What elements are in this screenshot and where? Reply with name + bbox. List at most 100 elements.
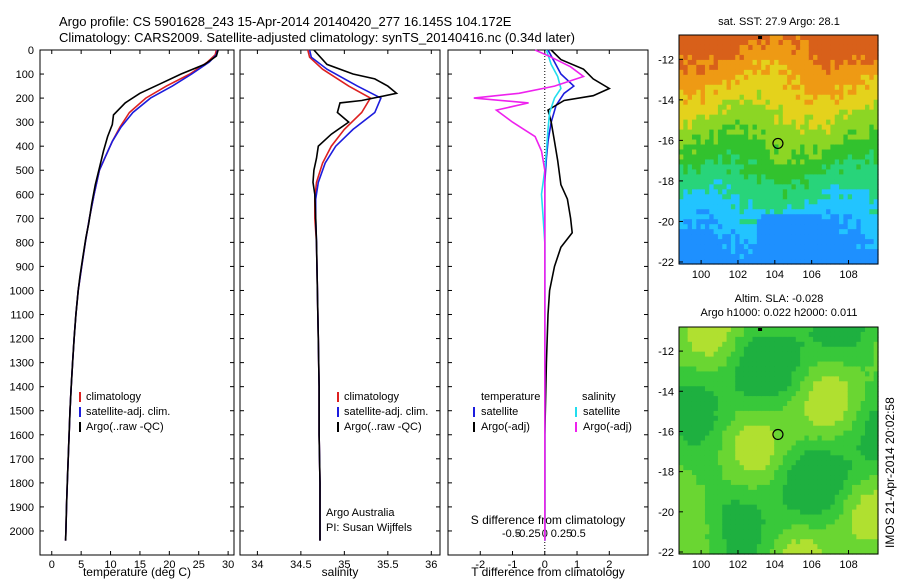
map-cell	[839, 149, 844, 156]
map-cell	[704, 49, 710, 56]
map-cell	[739, 174, 745, 180]
y-tick-label: -16	[658, 135, 674, 147]
map-cell	[752, 366, 758, 373]
map-cell	[778, 189, 784, 195]
map-cell	[873, 209, 879, 215]
map-cell	[856, 435, 862, 442]
map-cell	[865, 124, 870, 131]
map-cell	[717, 460, 723, 466]
map-cell	[683, 184, 689, 190]
map-cell	[804, 144, 810, 151]
map-cell	[739, 244, 745, 250]
map-cell	[743, 445, 749, 451]
map-cell	[704, 184, 710, 190]
map-cell	[865, 184, 870, 190]
map-cell	[700, 509, 706, 516]
map-cell	[826, 450, 832, 456]
map-cell	[800, 450, 806, 456]
map-cell	[709, 514, 715, 521]
map-cell	[774, 189, 780, 195]
map-cell	[817, 405, 823, 412]
side-label: IMOS 21-Apr-2014 20:02:58	[883, 397, 897, 548]
map-cell	[834, 139, 840, 146]
map-cell	[795, 430, 801, 437]
map-cell	[704, 94, 710, 101]
map-cell	[839, 159, 844, 166]
map-cell	[756, 371, 762, 377]
map-cell	[769, 239, 775, 245]
map-cell	[752, 59, 758, 66]
y-tick-label: -20	[658, 216, 674, 228]
map-cell	[778, 396, 784, 402]
map-cell	[843, 430, 849, 437]
map-cell	[791, 35, 797, 41]
map-cell	[791, 189, 797, 195]
map-cell	[700, 544, 706, 550]
map-cell	[717, 219, 723, 225]
map-cell	[787, 381, 793, 387]
map-cell	[787, 229, 793, 235]
map-cell	[804, 159, 810, 166]
map-cell	[700, 425, 706, 432]
map-cell	[717, 430, 723, 437]
map-cell	[730, 430, 736, 437]
map-cell	[700, 499, 706, 506]
map-cell	[687, 49, 693, 56]
map-cell	[696, 371, 702, 377]
map-cell	[791, 366, 797, 373]
map-cell	[769, 69, 775, 76]
map-cell	[756, 351, 762, 358]
map-cell	[830, 366, 836, 373]
legend-entry: satellite-adj. clim.	[344, 406, 428, 418]
map-cell	[826, 371, 832, 377]
map-cell	[865, 169, 870, 175]
map-cell	[743, 99, 749, 106]
map-cell	[839, 239, 844, 245]
map-cell	[739, 149, 745, 156]
map-cell	[726, 194, 732, 200]
map-cell	[865, 539, 870, 545]
map-cell	[687, 351, 693, 358]
map-cell	[696, 259, 702, 265]
map-cell	[795, 164, 801, 171]
map-cell	[856, 445, 862, 451]
map-cell	[808, 465, 814, 471]
map-cell	[834, 529, 840, 535]
map-cell	[704, 134, 710, 141]
map-cell	[700, 445, 706, 451]
map-cell	[826, 479, 832, 486]
map-cell	[726, 445, 732, 451]
map-cell	[739, 430, 745, 437]
map-cell	[739, 254, 745, 260]
map-cell	[778, 249, 784, 255]
map-cell	[700, 351, 706, 358]
map-cell	[817, 179, 823, 185]
map-cell	[847, 341, 853, 348]
map-cell	[795, 405, 801, 412]
map-cell	[709, 435, 715, 442]
map-cell	[826, 366, 832, 373]
x-tick-label: -2	[475, 559, 485, 571]
map-cell	[804, 544, 810, 550]
map-cell	[691, 189, 697, 195]
map-cell	[817, 401, 823, 407]
map-cell	[852, 396, 857, 402]
map-cell	[852, 184, 857, 190]
map-cell	[826, 144, 832, 151]
map-cell	[834, 124, 840, 131]
map-cell	[752, 234, 758, 240]
x-tick-label: 102	[729, 269, 747, 281]
map-cell	[800, 64, 806, 71]
map-cell	[778, 229, 784, 235]
map-cell	[847, 174, 853, 180]
map-cell	[782, 109, 788, 116]
map-cell	[843, 179, 849, 185]
map-cell	[765, 341, 771, 348]
map-cell	[713, 479, 719, 486]
map-cell	[830, 124, 836, 131]
map-cell	[860, 159, 866, 166]
map-cell	[869, 479, 875, 486]
map-cell	[834, 371, 840, 377]
map-cell	[839, 114, 844, 121]
map-cell	[826, 179, 832, 185]
